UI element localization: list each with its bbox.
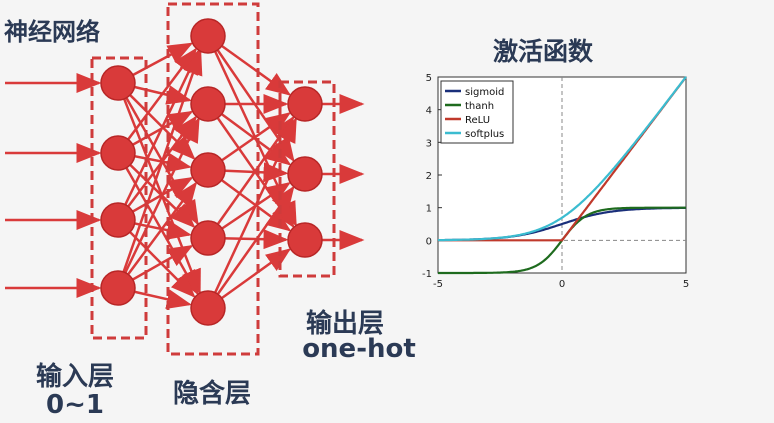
y-tick-label: 1 [426, 204, 432, 215]
legend: sigmoid thanh ReLU softplus [440, 80, 514, 144]
y-tick-label: 2 [426, 171, 432, 182]
network-nodes [100, 18, 323, 326]
y-tick-label: 0 [426, 236, 432, 247]
network-diagram [5, 2, 365, 356]
output-node [287, 86, 323, 122]
input-layer-sublabel: 0~1 [46, 390, 104, 420]
edge [116, 117, 200, 289]
hidden-layer-label: 隐含层 [172, 379, 251, 409]
y-tick-label: 3 [426, 138, 432, 149]
edge [206, 35, 297, 227]
network-title: 神经网络 [4, 18, 100, 46]
legend-entry: thanh [465, 101, 494, 112]
network-edges [5, 34, 365, 310]
layer-box [166, 2, 260, 356]
hidden-node [190, 18, 226, 54]
hidden-node [190, 290, 226, 326]
input-node [100, 135, 136, 171]
output-node [287, 156, 323, 192]
edge [116, 49, 200, 221]
output-layer-sublabel: one-hot [302, 334, 416, 364]
layer-boxes [90, 2, 336, 356]
edge [116, 49, 203, 289]
edge [116, 152, 199, 296]
x-tick-label: 5 [683, 279, 689, 290]
hidden-node [190, 86, 226, 122]
x-tick-label: 0 [559, 279, 565, 290]
input-layer-label: 输入层 [35, 362, 114, 392]
chart-title: 激活函数 [493, 37, 594, 66]
input-node [100, 202, 136, 238]
edge [116, 181, 198, 289]
layer-box [278, 80, 336, 278]
input-node [100, 65, 136, 101]
activation-chart: -1 0 1 2 3 4 5 -5 0 5 sigmoid thanh ReLU softplus [422, 73, 689, 290]
input-node [100, 270, 136, 306]
hidden-node [190, 152, 226, 188]
edge [206, 117, 297, 309]
edge [117, 82, 196, 160]
legend-entry: ReLU [465, 115, 490, 126]
output-layer-label: 输出层 [305, 309, 384, 339]
edge [117, 219, 196, 298]
output-node [287, 222, 323, 258]
hidden-node [190, 220, 226, 256]
series-line-softplus [438, 76, 687, 242]
y-tick-label: -1 [422, 269, 432, 280]
x-tick-label: -5 [433, 279, 443, 290]
y-tick-label: 4 [426, 106, 432, 117]
y-tick-label: 5 [426, 73, 432, 84]
legend-entry: sigmoid [465, 87, 504, 98]
legend-entry: softplus [465, 129, 504, 140]
